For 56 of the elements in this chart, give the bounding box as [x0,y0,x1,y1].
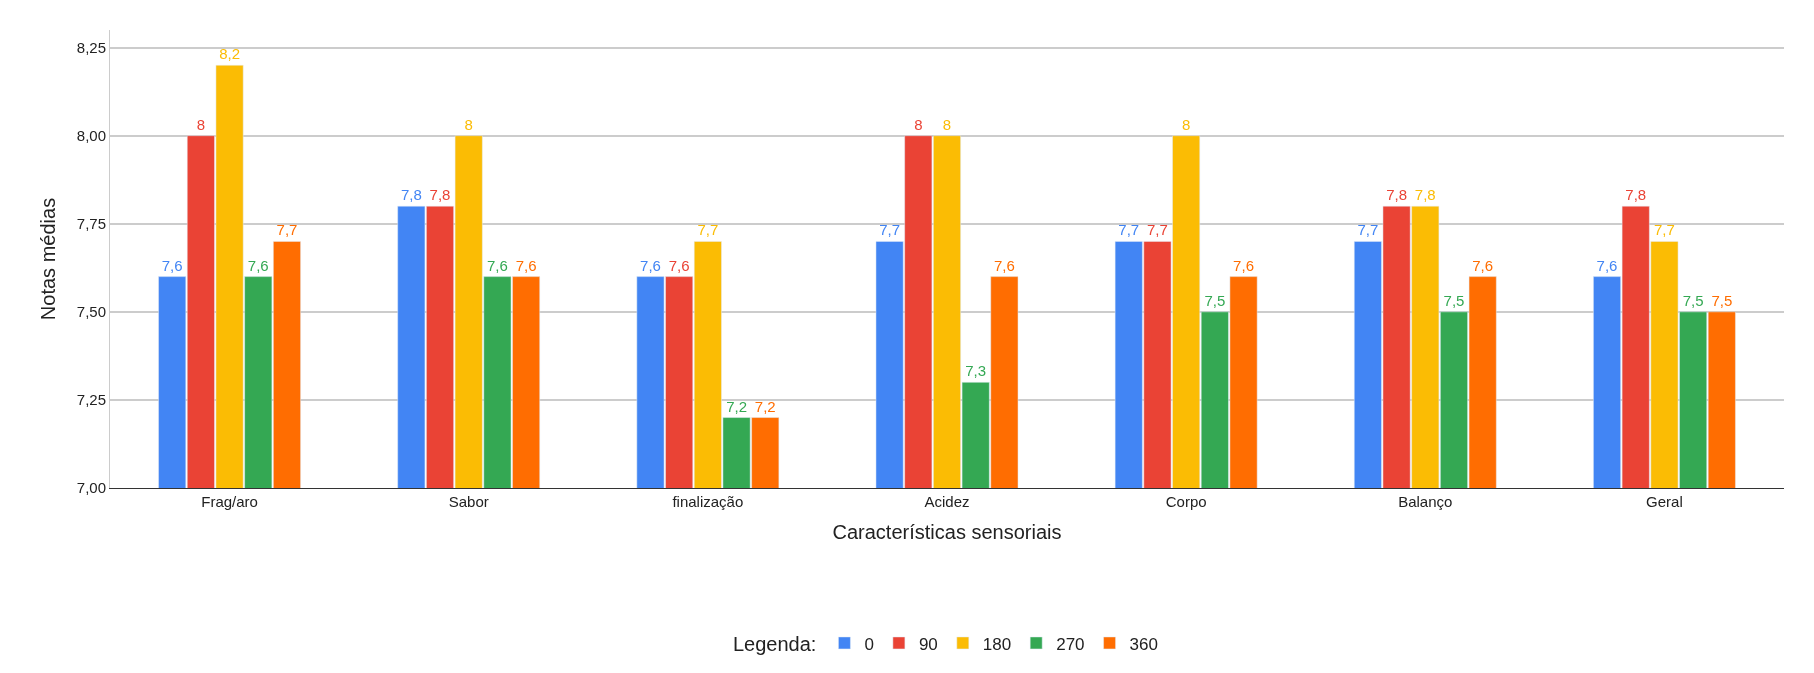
data-label: 7,7 [1118,221,1140,239]
data-label: 7,7 [276,221,298,239]
y-tick-label: 7,75 [76,215,106,233]
data-label: 7,6 [515,256,537,274]
data-label: 7,6 [993,256,1015,274]
data-label: 8 [464,115,473,133]
data-label: 7,6 [1233,256,1254,274]
data-label: 7,6 [1472,256,1494,274]
data-label: 7,6 [668,256,690,274]
data-label: 7,2 [754,397,776,415]
data-label: 7,5 [1682,291,1704,309]
x-tick-label: Geral [1646,493,1683,510]
data-label: 7,5 [1204,291,1226,309]
y-tick-label: 7,50 [76,303,106,321]
data-label: 8,2 [219,45,240,63]
data-label: 7,8 [1386,186,1408,204]
data-label: 7,2 [726,397,747,415]
data-label: 7,5 [1443,291,1465,309]
data-label: 7,8 [400,186,422,204]
data-label: 7,6 [1596,256,1618,274]
data-label: 7,6 [247,256,269,274]
x-tick-label: Acidez [924,493,970,510]
x-tick-label: Frag/aro [201,493,258,510]
data-label: 7,8 [1414,186,1436,204]
y-tick-label: 8,25 [76,38,106,56]
data-label: 7,7 [1654,221,1675,239]
data-label: 7,5 [1711,291,1733,309]
data-label: 7,7 [879,221,901,239]
legend-label: 0 [864,634,874,654]
legend-title: Legenda: [733,633,817,656]
data-label: 8 [196,115,206,133]
x-axis-title: Características sensoriais [832,520,1062,543]
data-label: 8 [1181,115,1191,133]
data-label: 8 [914,115,923,133]
data-label: 7,6 [486,256,508,274]
data-label: 7,3 [965,362,987,380]
data-label: 7,8 [1625,186,1647,204]
legend-label: 360 [1129,634,1158,654]
data-label: 7,7 [1147,221,1168,239]
legend-label: 270 [1056,634,1085,654]
data-label: 7,8 [429,186,451,204]
data-label: 7,7 [1357,221,1379,239]
x-tick-label: finalização [672,493,744,510]
y-axis-title: Notas médias [37,197,60,321]
y-tick-label: 7,25 [76,391,106,409]
data-label: 7,6 [161,256,183,274]
x-tick-label: Balanço [1398,493,1453,510]
y-tick-label: 7,00 [76,479,106,497]
data-label: 7,7 [697,221,719,239]
y-tick-label: 8,00 [76,126,106,144]
data-label: 8 [942,115,952,133]
legend-label: 180 [982,634,1012,654]
legend-label: 90 [918,634,938,654]
x-tick-label: Sabor [448,493,489,510]
data-label: 7,6 [640,256,661,274]
x-tick-label: Corpo [1165,493,1207,510]
